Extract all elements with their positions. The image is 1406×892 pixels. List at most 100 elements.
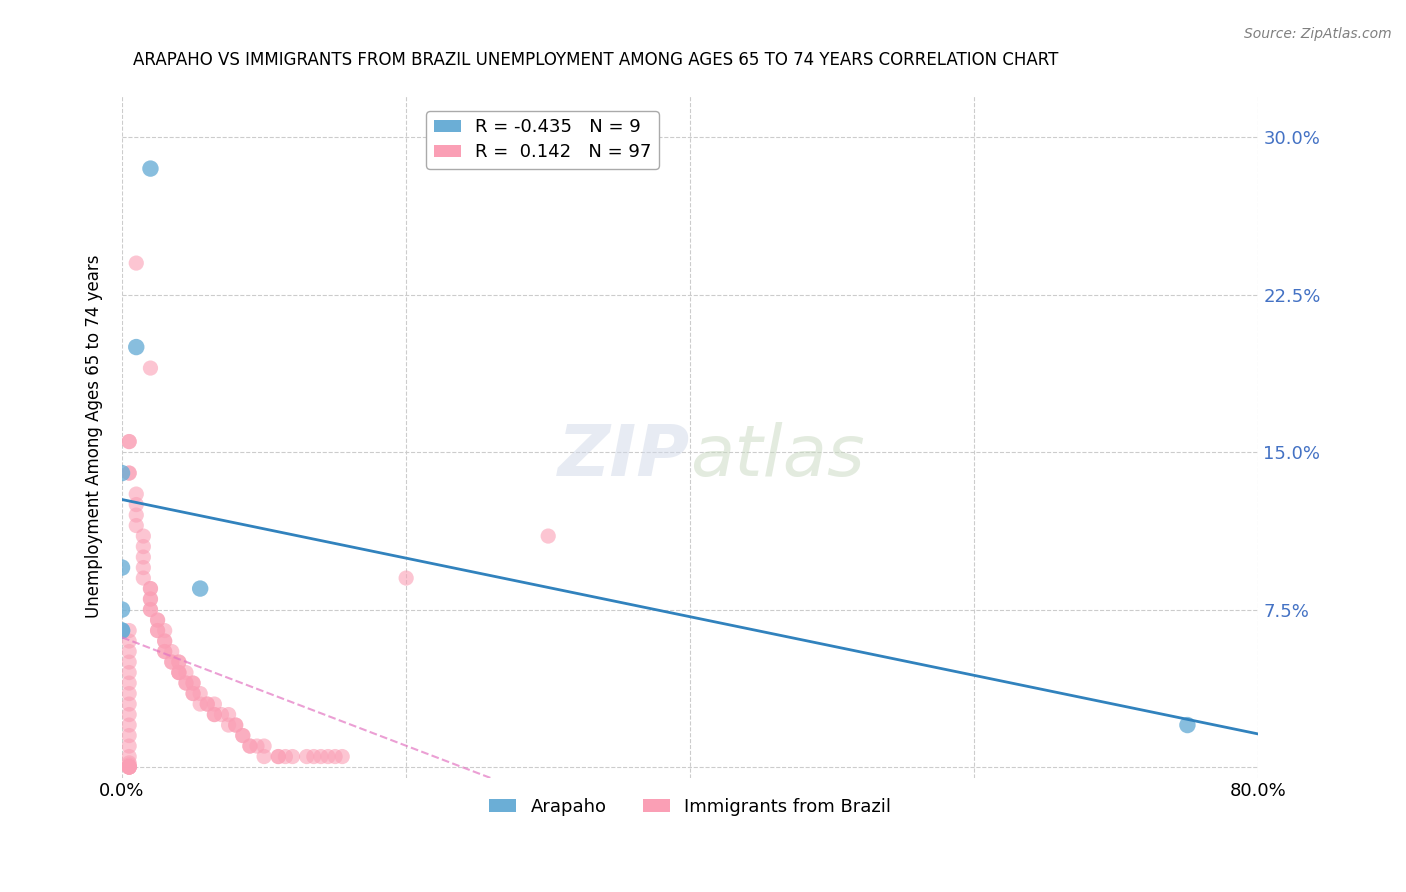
Point (395, 571, 418, 585)
Point (139, 582, 162, 596)
Point (174, 665, 197, 680)
Point (139, 161, 162, 176)
Point (118, 718, 141, 732)
Point (125, 487, 148, 501)
Point (295, 749, 318, 764)
Point (274, 749, 297, 764)
Point (118, 644, 141, 658)
Point (118, 676, 141, 690)
Point (139, 361, 162, 376)
Point (181, 687, 204, 701)
Point (167, 655, 190, 669)
Point (181, 676, 204, 690)
Point (125, 508, 148, 522)
Text: ARAPAHO VS IMMIGRANTS FROM BRAZIL UNEMPLOYMENT AMONG AGES 65 TO 74 YEARS CORRELA: ARAPAHO VS IMMIGRANTS FROM BRAZIL UNEMPL… (134, 51, 1059, 69)
Point (211, 707, 233, 722)
Point (188, 697, 211, 711)
Point (153, 644, 176, 658)
Point (330, 749, 353, 764)
Point (118, 466, 141, 480)
Point (118, 624, 141, 638)
Point (118, 707, 141, 722)
Point (302, 749, 325, 764)
Point (153, 624, 176, 638)
Point (146, 613, 169, 627)
Point (139, 602, 162, 616)
Point (125, 518, 148, 533)
Point (111, 624, 134, 638)
Point (174, 676, 197, 690)
Point (195, 697, 218, 711)
Point (323, 749, 346, 764)
Point (218, 718, 240, 732)
Point (153, 634, 176, 648)
Point (246, 739, 269, 753)
Point (118, 749, 141, 764)
Point (218, 707, 240, 722)
Point (118, 756, 141, 770)
Point (111, 560, 134, 574)
Point (132, 550, 155, 565)
Point (118, 760, 141, 774)
Point (111, 624, 134, 638)
Point (139, 592, 162, 607)
Point (118, 760, 141, 774)
Point (167, 655, 190, 669)
Point (125, 340, 148, 354)
Text: Source: ZipAtlas.com: Source: ZipAtlas.com (1244, 27, 1392, 41)
Point (139, 602, 162, 616)
Point (160, 644, 183, 658)
Point (118, 665, 141, 680)
Point (118, 687, 141, 701)
Point (118, 729, 141, 743)
Point (537, 529, 560, 543)
Point (232, 729, 254, 743)
Point (153, 644, 176, 658)
Point (309, 749, 332, 764)
Point (267, 749, 290, 764)
Point (202, 697, 225, 711)
Text: atlas: atlas (690, 422, 865, 491)
Point (160, 655, 183, 669)
Point (160, 655, 183, 669)
Point (118, 760, 141, 774)
Point (118, 466, 141, 480)
Point (167, 665, 190, 680)
Point (118, 655, 141, 669)
Point (239, 739, 262, 753)
Point (174, 676, 197, 690)
Point (267, 749, 290, 764)
Point (139, 592, 162, 607)
Point (118, 634, 141, 648)
Point (132, 571, 155, 585)
Point (225, 718, 247, 732)
Point (167, 665, 190, 680)
Point (316, 749, 339, 764)
Point (232, 729, 254, 743)
Point (146, 624, 169, 638)
Point (153, 634, 176, 648)
Point (202, 707, 225, 722)
Legend: Arapaho, Immigrants from Brazil: Arapaho, Immigrants from Brazil (482, 790, 898, 823)
Point (118, 760, 141, 774)
Point (253, 739, 276, 753)
Point (188, 582, 211, 596)
Point (146, 624, 169, 638)
Point (181, 687, 204, 701)
Point (118, 697, 141, 711)
Point (111, 466, 134, 480)
Point (146, 613, 169, 627)
Point (195, 697, 218, 711)
Text: ZIP: ZIP (558, 422, 690, 491)
Point (118, 760, 141, 774)
Point (1177, 718, 1199, 732)
Point (132, 560, 155, 574)
Point (118, 758, 141, 772)
Point (181, 676, 204, 690)
Point (125, 256, 148, 270)
Point (125, 498, 148, 512)
Point (239, 739, 262, 753)
Point (167, 665, 190, 680)
Y-axis label: Unemployment Among Ages 65 to 74 years: Unemployment Among Ages 65 to 74 years (86, 254, 103, 618)
Point (253, 749, 276, 764)
